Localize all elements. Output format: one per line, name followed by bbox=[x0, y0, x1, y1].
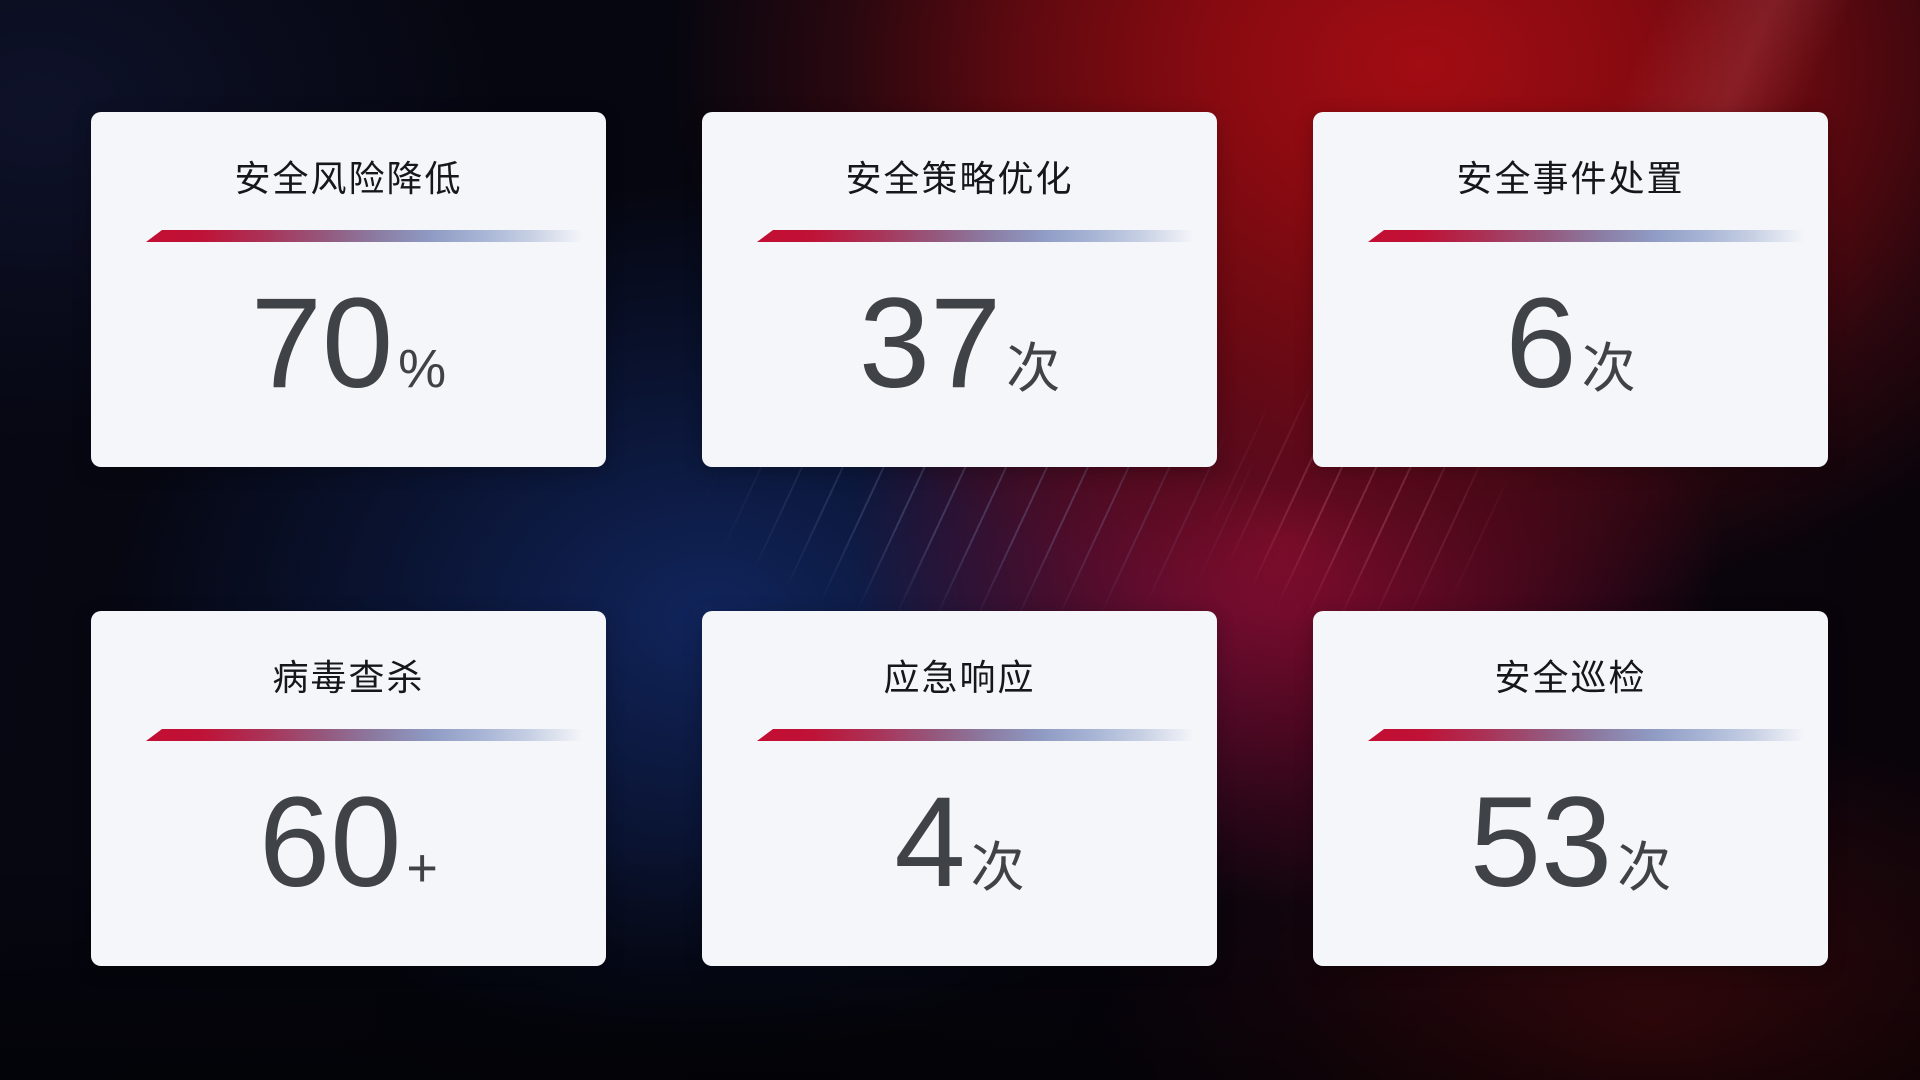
stat-card-virus-scan: 病毒查杀 60 + bbox=[91, 611, 606, 966]
card-title: 安全事件处置 bbox=[1456, 158, 1685, 199]
card-unit: 次 bbox=[1581, 339, 1636, 399]
gradient-divider bbox=[146, 729, 592, 741]
card-value-row: 37 次 bbox=[702, 280, 1217, 408]
gradient-divider bbox=[757, 729, 1203, 741]
gradient-divider bbox=[146, 230, 592, 242]
card-value-row: 6 次 bbox=[1313, 280, 1828, 408]
gradient-divider bbox=[1368, 230, 1814, 242]
card-value: 4 bbox=[894, 771, 966, 914]
gradient-divider bbox=[757, 230, 1203, 242]
card-title: 应急响应 bbox=[883, 657, 1036, 698]
card-title: 安全策略优化 bbox=[845, 158, 1074, 199]
card-value-row: 70 % bbox=[91, 280, 606, 408]
card-unit: 次 bbox=[1006, 339, 1061, 399]
card-unit: 次 bbox=[1617, 838, 1672, 898]
stat-card-security-inspection: 安全巡检 53 次 bbox=[1313, 611, 1828, 966]
card-title: 安全风险降低 bbox=[234, 158, 463, 199]
card-unit: 次 bbox=[970, 838, 1025, 898]
card-value: 53 bbox=[1469, 771, 1613, 914]
card-unit: + bbox=[406, 838, 438, 898]
stat-card-policy-optimization: 安全策略优化 37 次 bbox=[702, 112, 1217, 467]
card-value: 60 bbox=[259, 771, 402, 914]
card-value-row: 60 + bbox=[91, 779, 606, 907]
card-value-row: 53 次 bbox=[1313, 779, 1828, 907]
stat-card-incident-handling: 安全事件处置 6 次 bbox=[1313, 112, 1828, 467]
gradient-divider bbox=[1368, 729, 1814, 741]
stat-card-security-risk-reduction: 安全风险降低 70 % bbox=[91, 112, 606, 467]
card-title: 病毒查杀 bbox=[272, 657, 425, 698]
card-value: 37 bbox=[858, 272, 1002, 415]
stat-card-grid: 安全风险降低 70 % 安全策略优化 37 次 安全事件处置 6 次 病毒查杀 … bbox=[91, 112, 1828, 966]
card-unit: % bbox=[398, 339, 447, 399]
card-title: 安全巡检 bbox=[1494, 657, 1647, 698]
stat-card-emergency-response: 应急响应 4 次 bbox=[702, 611, 1217, 966]
card-value-row: 4 次 bbox=[702, 779, 1217, 907]
card-value: 70 bbox=[250, 272, 394, 415]
card-value: 6 bbox=[1505, 272, 1577, 415]
